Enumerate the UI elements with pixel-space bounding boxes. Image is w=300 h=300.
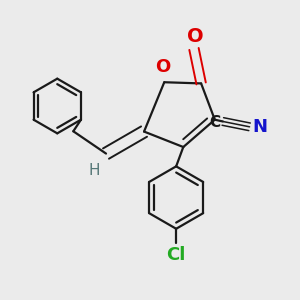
Text: N: N [252,118,267,136]
Text: O: O [187,27,204,46]
Text: H: H [89,163,100,178]
Text: O: O [155,58,170,76]
Text: C: C [209,115,220,130]
Text: Cl: Cl [167,246,186,264]
